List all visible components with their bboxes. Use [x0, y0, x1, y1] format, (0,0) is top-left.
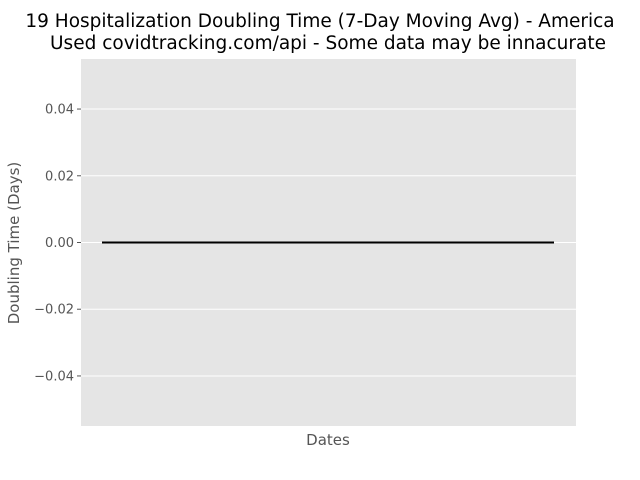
y-tick-label: 0.02	[45, 169, 74, 184]
y-tick-label: 0.00	[45, 236, 74, 251]
y-axis-label: Doubling Time (Days)	[5, 162, 23, 325]
chart-title-line-1: 19 Hospitalization Doubling Time (7-Day …	[25, 11, 614, 32]
y-tick-label: −0.02	[34, 303, 74, 318]
y-tick-label: −0.04	[34, 369, 74, 384]
y-tick-labels: 0.04 0.02 0.00 −0.02 −0.04	[34, 103, 81, 384]
y-tick-label: 0.04	[45, 103, 74, 118]
x-axis-label: Dates	[306, 431, 350, 449]
chart-title-line-2: Used covidtracking.com/api - Some data m…	[50, 33, 606, 54]
